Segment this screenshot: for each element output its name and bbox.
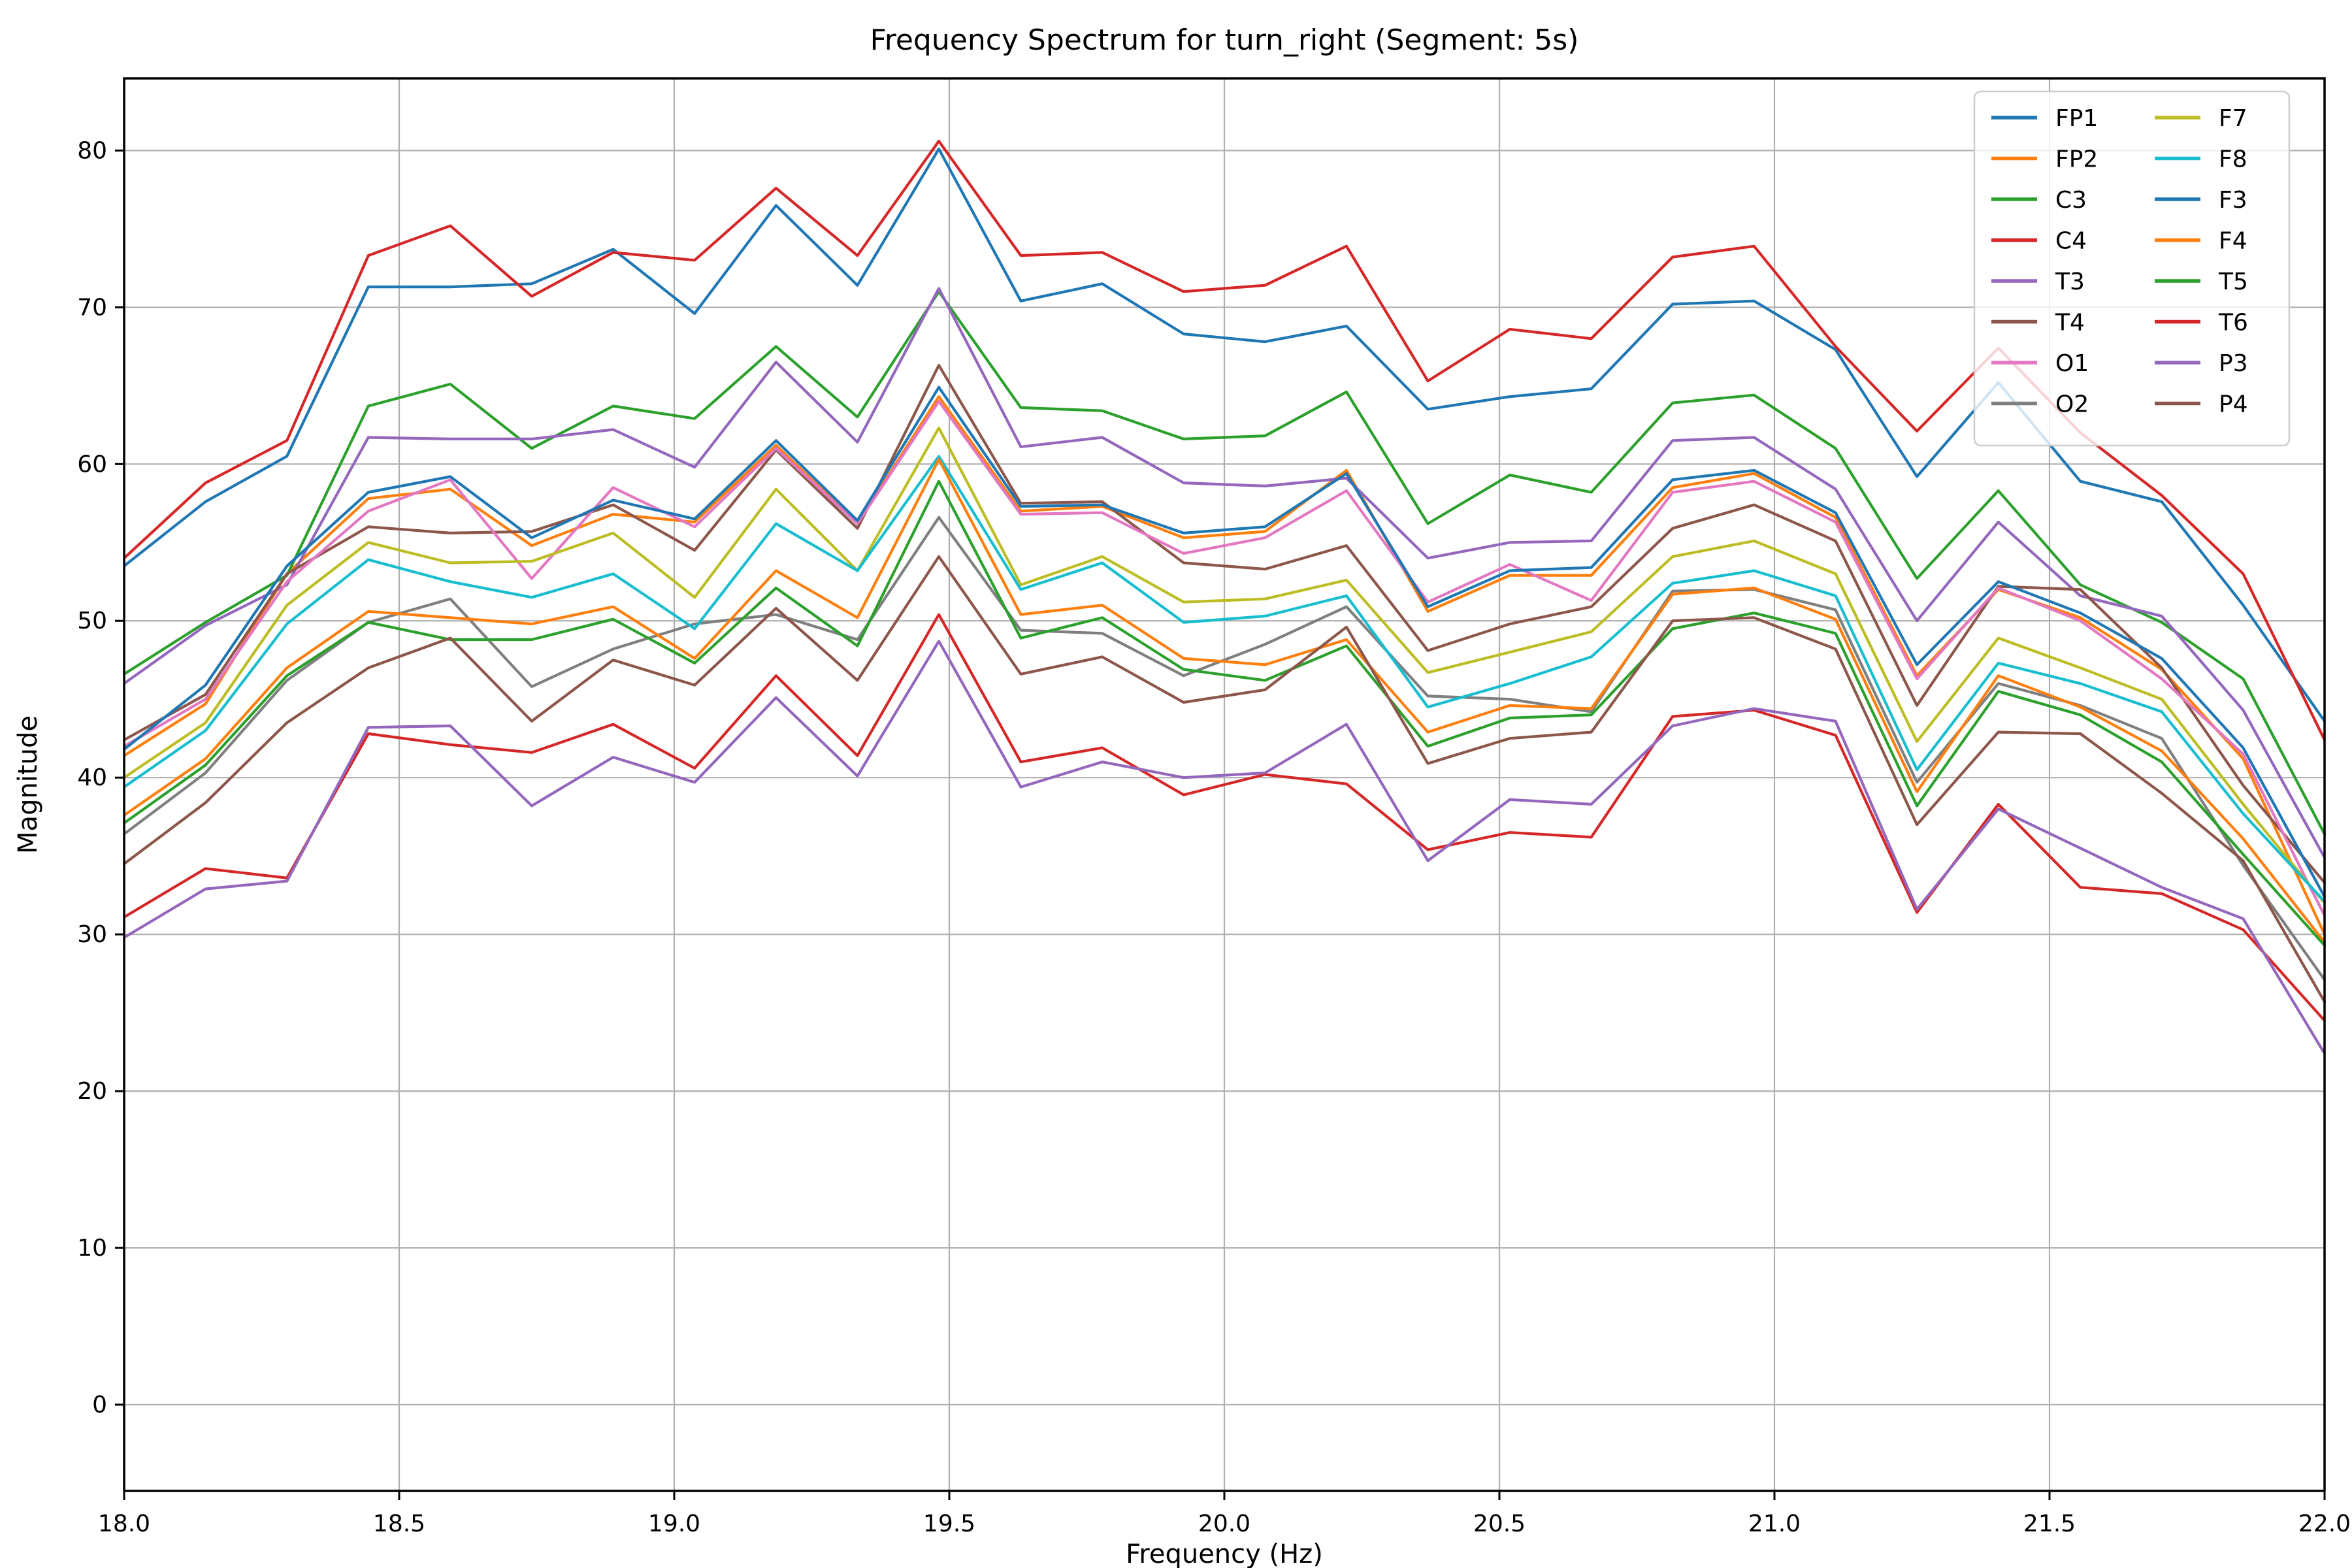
- legend-label-O1: O1: [2055, 350, 2089, 377]
- series-line-F7: [122, 426, 2327, 905]
- x-tick-label: 22.0: [2298, 1511, 2351, 1537]
- chart-title: Frequency Spectrum for turn_right (Segme…: [870, 24, 1579, 57]
- x-axis-label: Frequency (Hz): [1126, 1539, 1323, 1568]
- legend-box: [1973, 90, 2291, 447]
- y-tick-label: 0: [92, 1392, 107, 1418]
- y-tick-label: 70: [77, 294, 107, 321]
- x-tick-label: 20.5: [1473, 1511, 1526, 1537]
- legend-label-T5: T5: [2218, 269, 2248, 295]
- x-tick-label: 19.5: [923, 1511, 975, 1537]
- series-line-C4: [122, 139, 2327, 742]
- x-tick-label: 20.0: [1198, 1511, 1250, 1537]
- x-tick-label: 21.0: [1748, 1511, 1801, 1537]
- x-tick-label: 18.0: [98, 1511, 150, 1537]
- series-line-P3: [122, 640, 2327, 1055]
- legend-label-F7: F7: [2219, 105, 2247, 132]
- series-line-T4: [122, 363, 2327, 885]
- y-tick-label: 10: [77, 1235, 107, 1262]
- series-line-F3: [122, 385, 2327, 898]
- legend-label-P4: P4: [2219, 391, 2248, 418]
- legend-label-FP2: FP2: [2055, 146, 2098, 173]
- legend-label-T4: T4: [2055, 310, 2085, 336]
- x-tick-label: 19.0: [648, 1511, 700, 1537]
- series-line-FP1: [122, 147, 2327, 723]
- series-line-C3: [122, 290, 2327, 836]
- series-line-O1: [122, 400, 2327, 917]
- legend-label-F3: F3: [2219, 187, 2247, 214]
- legend-label-T3: T3: [2055, 269, 2085, 295]
- legend-label-P3: P3: [2219, 350, 2248, 377]
- series-line-T5: [122, 480, 2327, 947]
- legend-label-O2: O2: [2055, 391, 2089, 418]
- series-line-T3: [122, 287, 2327, 859]
- y-tick-label: 50: [77, 608, 107, 634]
- series-line-F4: [122, 457, 2327, 944]
- legend-label-FP1: FP1: [2055, 105, 2098, 132]
- y-tick-label: 60: [77, 451, 107, 478]
- x-tick-label: 18.5: [373, 1511, 425, 1537]
- legend-label-F8: F8: [2219, 146, 2247, 173]
- y-axis-label: Magnitude: [13, 715, 43, 854]
- legend-label-T6: T6: [2218, 310, 2248, 336]
- legend-label-F4: F4: [2219, 228, 2247, 255]
- y-tick-label: 80: [77, 137, 107, 164]
- series-line-P4: [122, 555, 2327, 1004]
- y-tick-label: 40: [77, 764, 107, 791]
- y-tick-label: 20: [77, 1078, 107, 1105]
- legend-label-C4: C4: [2055, 228, 2087, 255]
- legend-label-C3: C3: [2055, 187, 2087, 214]
- x-tick-label: 21.5: [2023, 1511, 2076, 1537]
- series-line-F8: [122, 455, 2327, 903]
- y-tick-label: 30: [77, 921, 107, 948]
